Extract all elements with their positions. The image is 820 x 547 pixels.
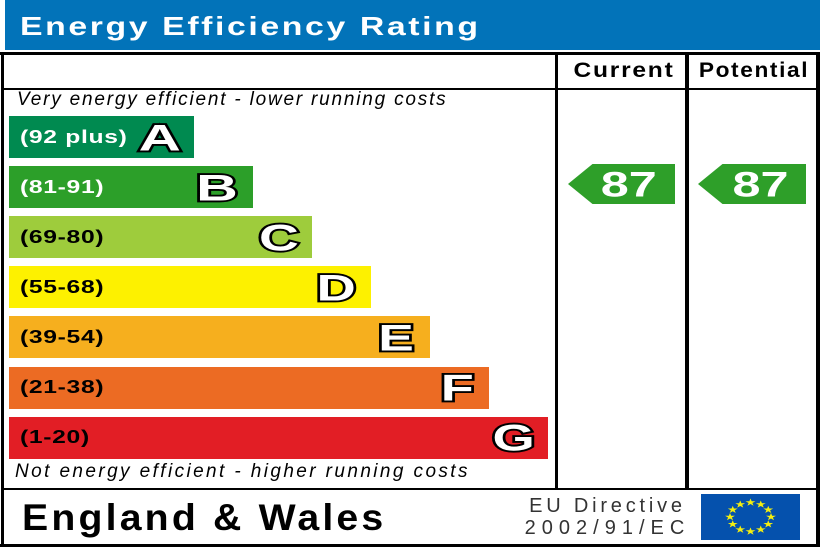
svg-text:D: D [317,267,356,308]
svg-text:B: B [196,167,238,207]
svg-text:G: G [492,417,534,458]
svg-text:F: F [441,367,474,408]
svg-text:E: E [378,317,414,358]
svg-text:C: C [258,217,298,257]
svg-text:A: A [138,118,180,158]
svg-text:87: 87 [600,166,656,204]
svg-text:87: 87 [732,166,788,204]
